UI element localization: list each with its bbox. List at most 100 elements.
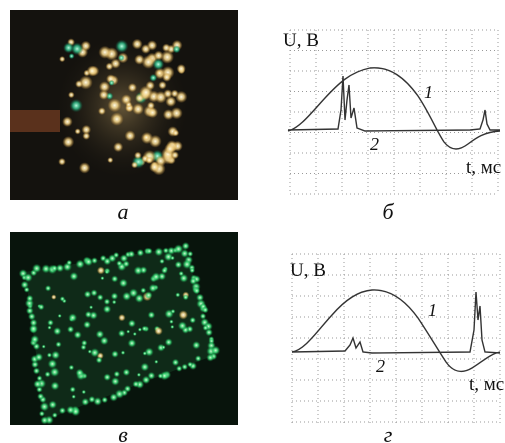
light-spot xyxy=(177,64,186,73)
light-spot xyxy=(147,40,157,50)
light-spot xyxy=(172,359,180,367)
light-spot xyxy=(118,330,126,338)
light-spot xyxy=(50,367,60,377)
light-spot xyxy=(113,142,123,152)
light-spot xyxy=(42,345,46,349)
light-spot xyxy=(35,353,44,362)
light-spot xyxy=(122,292,131,301)
light-spot xyxy=(175,91,187,103)
light-spot xyxy=(99,81,110,92)
light-spot xyxy=(123,368,131,376)
light-spot xyxy=(128,83,137,92)
light-spot xyxy=(189,267,195,273)
curve-label: 2 xyxy=(370,134,379,154)
light-spot xyxy=(60,296,66,302)
light-spot xyxy=(148,311,156,319)
light-spot xyxy=(91,257,98,264)
light-spot xyxy=(121,94,132,105)
light-spot xyxy=(81,398,89,406)
light-spot xyxy=(175,292,180,297)
light-spot xyxy=(171,309,176,314)
light-spot xyxy=(158,373,164,379)
light-spot xyxy=(82,390,87,395)
light-spot xyxy=(83,321,91,329)
light-spot xyxy=(121,350,126,355)
light-spot xyxy=(47,319,54,326)
light-spot xyxy=(116,260,122,266)
light-spot xyxy=(58,314,62,318)
light-spot xyxy=(82,125,92,135)
light-spot xyxy=(81,340,88,347)
light-spot xyxy=(67,326,74,333)
light-spot xyxy=(171,107,183,119)
light-spot xyxy=(132,103,144,115)
panel-label: г xyxy=(384,422,393,443)
light-spot xyxy=(189,317,196,324)
light-spot xyxy=(159,259,165,265)
light-spot xyxy=(175,261,183,269)
light-spot xyxy=(111,275,118,282)
x-axis-label: t, мс xyxy=(466,157,501,178)
light-spot xyxy=(38,304,45,311)
light-spot xyxy=(103,373,111,381)
trace-1 xyxy=(288,68,500,149)
light-spot xyxy=(132,39,143,50)
x-axis-label: t, мс xyxy=(469,374,504,395)
light-spot xyxy=(165,338,173,346)
light-spot xyxy=(128,319,136,327)
light-spot xyxy=(59,407,66,414)
light-spot xyxy=(107,157,113,163)
light-spot xyxy=(193,287,200,294)
light-spot xyxy=(51,294,56,299)
light-spot xyxy=(113,371,120,378)
light-spot xyxy=(98,46,111,59)
light-spot xyxy=(96,357,103,364)
light-spot xyxy=(113,252,119,258)
light-spot xyxy=(105,270,109,274)
light-spot xyxy=(62,136,74,148)
light-spot xyxy=(132,381,139,388)
light-spot xyxy=(100,276,104,280)
light-spot xyxy=(135,294,144,303)
electrode xyxy=(10,110,60,132)
light-spot xyxy=(68,313,77,322)
light-spot xyxy=(156,70,162,76)
light-spot xyxy=(69,272,78,281)
light-spot xyxy=(110,112,123,125)
light-spot xyxy=(40,416,49,425)
light-spot xyxy=(147,102,155,110)
light-spot xyxy=(179,310,188,319)
light-spot xyxy=(66,260,72,266)
light-spot xyxy=(143,134,150,141)
light-spot xyxy=(24,273,33,282)
light-spot xyxy=(146,248,153,255)
figure: а U, В 1 2 t, мс б в U, В 1 2 t, мс г xyxy=(0,0,505,443)
light-spot xyxy=(47,325,51,329)
light-spot xyxy=(154,327,162,335)
light-spot xyxy=(137,249,145,257)
light-spot xyxy=(161,345,165,349)
light-spot xyxy=(37,393,44,400)
light-spot xyxy=(101,397,108,404)
light-spot xyxy=(123,260,130,267)
light-spot xyxy=(111,292,119,300)
light-spot xyxy=(126,330,130,334)
light-spot xyxy=(51,351,60,360)
light-spot xyxy=(154,360,158,364)
light-spot xyxy=(96,330,105,339)
light-spot xyxy=(134,266,143,275)
light-spot xyxy=(162,44,171,53)
photo-v xyxy=(10,232,238,425)
light-spot xyxy=(205,328,213,336)
light-spot xyxy=(138,327,142,331)
light-spot xyxy=(32,264,42,274)
light-spot xyxy=(162,73,171,82)
light-spot xyxy=(161,267,168,274)
curve-label: 2 xyxy=(376,356,385,376)
light-spot xyxy=(66,406,75,415)
light-spot xyxy=(111,377,120,386)
light-spot xyxy=(151,272,160,281)
light-spot xyxy=(170,256,175,261)
panel-label: б xyxy=(382,199,394,224)
light-spot xyxy=(84,290,92,298)
